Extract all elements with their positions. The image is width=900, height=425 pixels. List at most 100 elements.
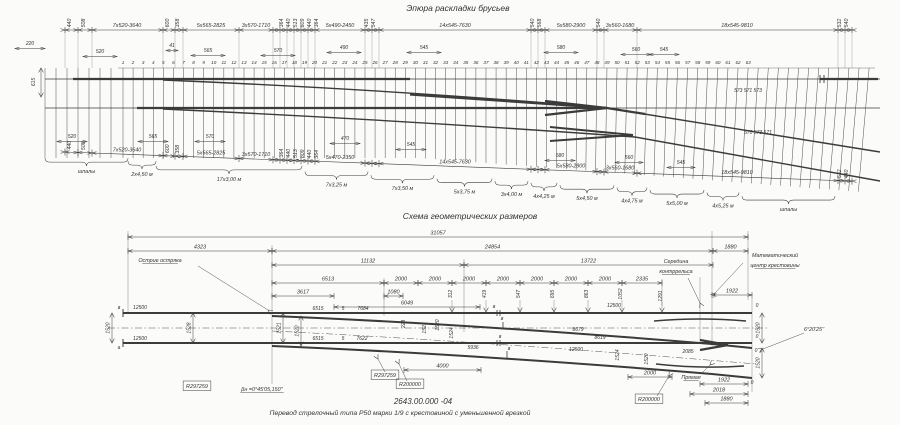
svg-text:15: 15 [262, 60, 268, 65]
svg-text:шпалы: шпалы [780, 207, 797, 213]
svg-text:7684: 7684 [357, 306, 368, 312]
svg-text:30: 30 [413, 60, 419, 65]
svg-text:3x570-1710: 3x570-1710 [242, 152, 270, 158]
svg-text:1524: 1524 [615, 349, 621, 360]
svg-text:600: 600 [165, 19, 171, 28]
svg-text:520: 520 [96, 49, 105, 55]
svg-text:809: 809 [300, 19, 306, 28]
svg-text:2085: 2085 [681, 349, 693, 355]
svg-text:27: 27 [382, 60, 389, 65]
svg-text:34: 34 [453, 60, 459, 65]
svg-text:41: 41 [169, 43, 175, 49]
svg-text:63: 63 [746, 60, 752, 65]
svg-text:шпалы: шпалы [78, 169, 95, 175]
svg-text:615: 615 [31, 78, 37, 87]
svg-text:3x560-1680: 3x560-1680 [606, 23, 634, 29]
svg-text:9: 9 [202, 60, 205, 65]
svg-text:19: 19 [302, 60, 308, 65]
svg-text:440: 440 [307, 19, 313, 28]
svg-text:545: 545 [420, 45, 429, 51]
svg-text:R200000: R200000 [638, 397, 660, 403]
svg-text:56: 56 [675, 60, 681, 65]
svg-text:2x4,50 м: 2x4,50 м [130, 172, 153, 178]
svg-text:7x3,50 м: 7x3,50 м [392, 186, 414, 192]
svg-text:809: 809 [300, 149, 306, 158]
svg-text:5x580-2900: 5x580-2900 [557, 23, 585, 29]
svg-text:24: 24 [351, 60, 358, 65]
svg-text:6°20'25'': 6°20'25'' [804, 327, 825, 333]
svg-text:440: 440 [286, 19, 292, 28]
svg-text:2000: 2000 [428, 276, 442, 282]
svg-text:13: 13 [241, 60, 247, 65]
svg-text:3x560-1680: 3x560-1680 [606, 166, 634, 172]
svg-text:4x5,25 м: 4x5,25 м [712, 204, 734, 210]
svg-text:312: 312 [448, 290, 454, 299]
svg-text:470: 470 [341, 136, 350, 142]
svg-text:21: 21 [321, 60, 328, 65]
svg-text:1528: 1528 [187, 322, 193, 333]
svg-text:5x3,75 м: 5x3,75 м [454, 190, 476, 196]
svg-text:2335: 2335 [635, 276, 649, 282]
svg-text:440: 440 [67, 19, 73, 28]
svg-text:4323: 4323 [194, 244, 207, 250]
svg-text:2000: 2000 [598, 276, 612, 282]
svg-text:в: в [118, 305, 121, 311]
svg-text:18: 18 [292, 60, 298, 65]
svg-text:3617: 3617 [297, 289, 310, 295]
svg-text:13722: 13722 [581, 258, 596, 264]
svg-text:520: 520 [68, 134, 77, 140]
svg-text:Острие остряка: Острие остряка [138, 258, 181, 264]
svg-text:14x545-7630: 14x545-7630 [439, 23, 470, 29]
svg-text:1520: 1520 [295, 325, 301, 336]
bottom-diagram-title: Схема геометрических размеров [402, 211, 538, 221]
svg-text:R297259: R297259 [374, 373, 396, 379]
svg-text:560: 560 [625, 155, 634, 161]
svg-text:1524: 1524 [449, 327, 455, 338]
svg-text:1922: 1922 [726, 288, 738, 294]
svg-text:17x3,00 м: 17x3,00 м [217, 177, 242, 183]
svg-text:5x490-2450: 5x490-2450 [326, 23, 354, 29]
svg-text:513: 513 [293, 19, 299, 28]
svg-text:6513: 6513 [322, 276, 335, 282]
svg-text:1520: 1520 [106, 322, 112, 333]
svg-text:12500: 12500 [133, 336, 147, 342]
svg-text:54: 54 [655, 60, 661, 65]
svg-text:центр крестовины: центр крестовины [750, 263, 799, 269]
svg-text:1880: 1880 [720, 396, 733, 402]
svg-text:53: 53 [645, 60, 651, 65]
svg-text:11132: 11132 [361, 258, 375, 264]
svg-text:1520: 1520 [435, 319, 441, 330]
svg-text:50: 50 [615, 60, 621, 65]
svg-text:435: 435 [364, 19, 370, 28]
svg-text:51: 51 [625, 60, 631, 65]
svg-text:в: в [508, 346, 511, 352]
svg-text:26: 26 [372, 60, 379, 65]
svg-text:Середина: Середина [664, 259, 689, 265]
svg-text:6049: 6049 [401, 300, 413, 306]
svg-text:580: 580 [557, 45, 566, 51]
svg-text:5x470-2350: 5x470-2350 [326, 155, 354, 161]
svg-text:6: 6 [172, 60, 175, 65]
svg-text:1521: 1521 [277, 322, 283, 333]
svg-text:в: в [493, 304, 496, 310]
svg-text:40: 40 [514, 60, 520, 65]
svg-text:580: 580 [556, 153, 565, 159]
svg-text:Прямая: Прямая [681, 375, 700, 381]
svg-text:36: 36 [473, 60, 479, 65]
svg-text:1080: 1080 [387, 289, 400, 295]
svg-text:57: 57 [685, 60, 691, 65]
svg-text:12: 12 [231, 60, 237, 65]
svg-text:5x565-2825: 5x565-2825 [197, 150, 226, 156]
svg-text:7x520-3640: 7x520-3640 [113, 147, 141, 153]
svg-text:14x545-7630: 14x545-7630 [439, 159, 470, 165]
svg-text:545: 545 [677, 160, 686, 166]
svg-text:508: 508 [81, 19, 87, 28]
svg-text:4: 4 [152, 60, 155, 65]
svg-text:532: 532 [837, 19, 843, 28]
svg-text:16: 16 [272, 60, 278, 65]
svg-text:3x570-1710: 3x570-1710 [242, 23, 270, 29]
svg-text:2000: 2000 [462, 276, 476, 282]
svg-text:49: 49 [604, 60, 610, 65]
